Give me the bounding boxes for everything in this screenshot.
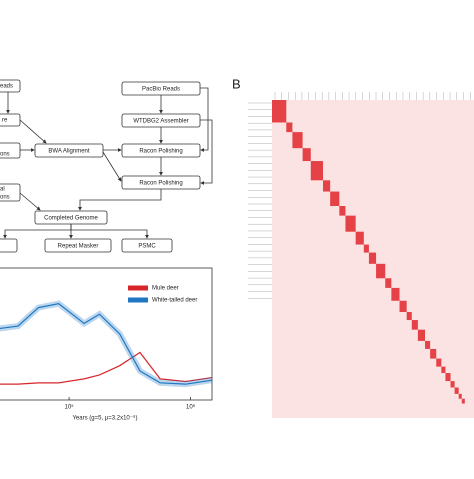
heatmap-block [461, 398, 465, 404]
arrow [19, 119, 47, 144]
node [0, 142, 21, 159]
node-label: Racon Polishing [139, 149, 182, 155]
heatmap-block [399, 300, 407, 312]
heatmap-block [445, 373, 451, 382]
heatmap-block [436, 358, 442, 367]
node [121, 238, 173, 253]
heatmap-block [385, 278, 392, 288]
flowchart: eads re ons BWA Alignment PacBio Reads W… [0, 79, 213, 253]
heatmap-block [368, 252, 377, 264]
heatmap-block [345, 215, 356, 232]
arrow [3, 224, 72, 239]
heatmap-block [272, 100, 287, 123]
arrow [70, 224, 149, 239]
node-label: ons [0, 195, 10, 201]
node-label: re [2, 118, 8, 124]
node-label: al [0, 187, 5, 193]
x-tick-label: 10⁶ [186, 404, 196, 411]
arrow [19, 192, 41, 211]
arrow [102, 151, 122, 182]
node-label: Racon Polishing [139, 181, 182, 187]
node-label: ons [0, 152, 10, 158]
heatmap-block [411, 320, 418, 330]
heatmap-block [406, 312, 412, 321]
heatmap-block [441, 366, 446, 374]
node-label: PSMC [138, 244, 156, 250]
panel-label: B [232, 76, 241, 91]
node-label: Completed Genome [44, 216, 98, 222]
arrow [78, 189, 162, 211]
arrow [200, 119, 213, 185]
node [44, 238, 112, 253]
heatmap-block [430, 348, 437, 359]
node-label: eads [0, 84, 13, 90]
plot-frame [0, 267, 213, 401]
heatmap-block [339, 206, 346, 216]
node-label: WTDBG2 Assembler [133, 119, 188, 125]
series-line [0, 351, 213, 385]
legend-label: White-tailed deer [152, 298, 197, 304]
node [0, 79, 21, 93]
heatmap-block [450, 381, 455, 388]
heatmap: B [232, 76, 474, 418]
psmc-chart: Years (g=5, μ=3.2x10⁻⁹) 10⁵ 10⁶ Mule deer W… [0, 267, 213, 422]
x-tick-label: 10⁵ [65, 404, 75, 411]
node [34, 143, 104, 158]
heatmap-block [310, 161, 324, 181]
heatmap-block [458, 393, 462, 399]
heatmap-block [323, 180, 331, 192]
heatmap-block [286, 122, 293, 133]
series-line [0, 302, 213, 385]
heatmap-block [417, 329, 426, 341]
node [0, 183, 21, 202]
node-label: PacBio Reads [142, 87, 180, 93]
heatmap-block [330, 191, 340, 206]
legend-label: Mule deer [152, 286, 179, 292]
heatmap-block [355, 231, 364, 245]
heatmap-block [292, 132, 303, 149]
node [0, 238, 18, 253]
heatmap-block [302, 148, 311, 162]
arrow [200, 87, 209, 152]
legend-swatch [128, 285, 148, 291]
heatmap-block [363, 244, 369, 253]
heatmap-block [391, 287, 400, 301]
legend-swatch [128, 297, 148, 303]
node-label: BWA Alignment [48, 149, 89, 155]
heatmap-block [454, 387, 459, 394]
node-label: Repeat Masker [58, 244, 99, 250]
heatmap-block [376, 263, 386, 279]
x-axis-label: Years (g=5, μ=3.2x10⁻⁹) [72, 415, 137, 422]
heatmap-block [425, 340, 431, 349]
